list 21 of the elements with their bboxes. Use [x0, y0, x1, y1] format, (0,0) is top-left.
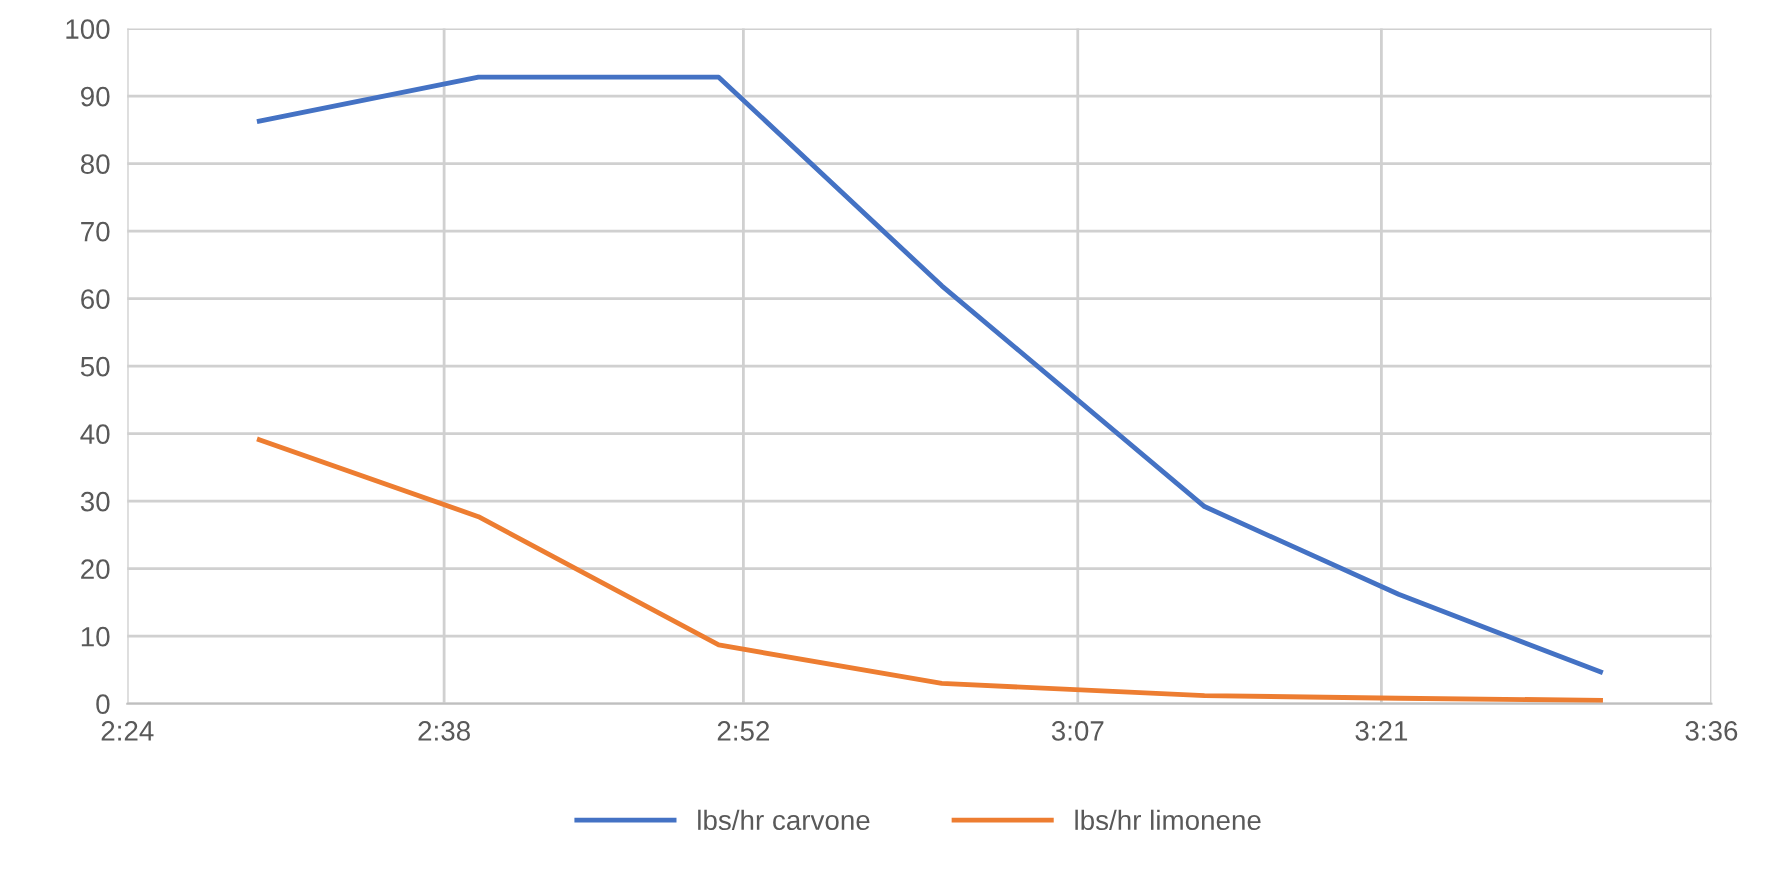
y-tick-label: 80 [80, 154, 110, 174]
legend-label: lbs/hr limonene [1075, 809, 1261, 831]
legend-label: lbs/hr carvone [698, 809, 870, 831]
x-tick-label: 2:24 [101, 721, 154, 741]
x-tick-label: 2:52 [717, 721, 770, 741]
x-tick-label: 3:07 [1051, 721, 1104, 741]
y-tick-label: 50 [80, 356, 110, 377]
x-tick-label: 3:36 [1685, 721, 1738, 741]
y-tick-label: 0 [96, 694, 110, 715]
line-series [256, 437, 1603, 703]
y-tick-label: 10 [81, 626, 110, 647]
y-tick-label: 100 [66, 19, 110, 39]
y-tick-label: 20 [81, 559, 110, 579]
x-tick-label: 3:21 [1355, 721, 1408, 741]
y-tick-label: 30 [80, 491, 110, 512]
y-tick-label: 40 [80, 424, 110, 444]
y-tick-label: 70 [81, 221, 110, 242]
line-series [256, 74, 1603, 675]
x-tick-label: 2:38 [418, 721, 470, 741]
y-tick-label: 90 [81, 86, 110, 107]
y-tick-label: 60 [81, 289, 110, 309]
